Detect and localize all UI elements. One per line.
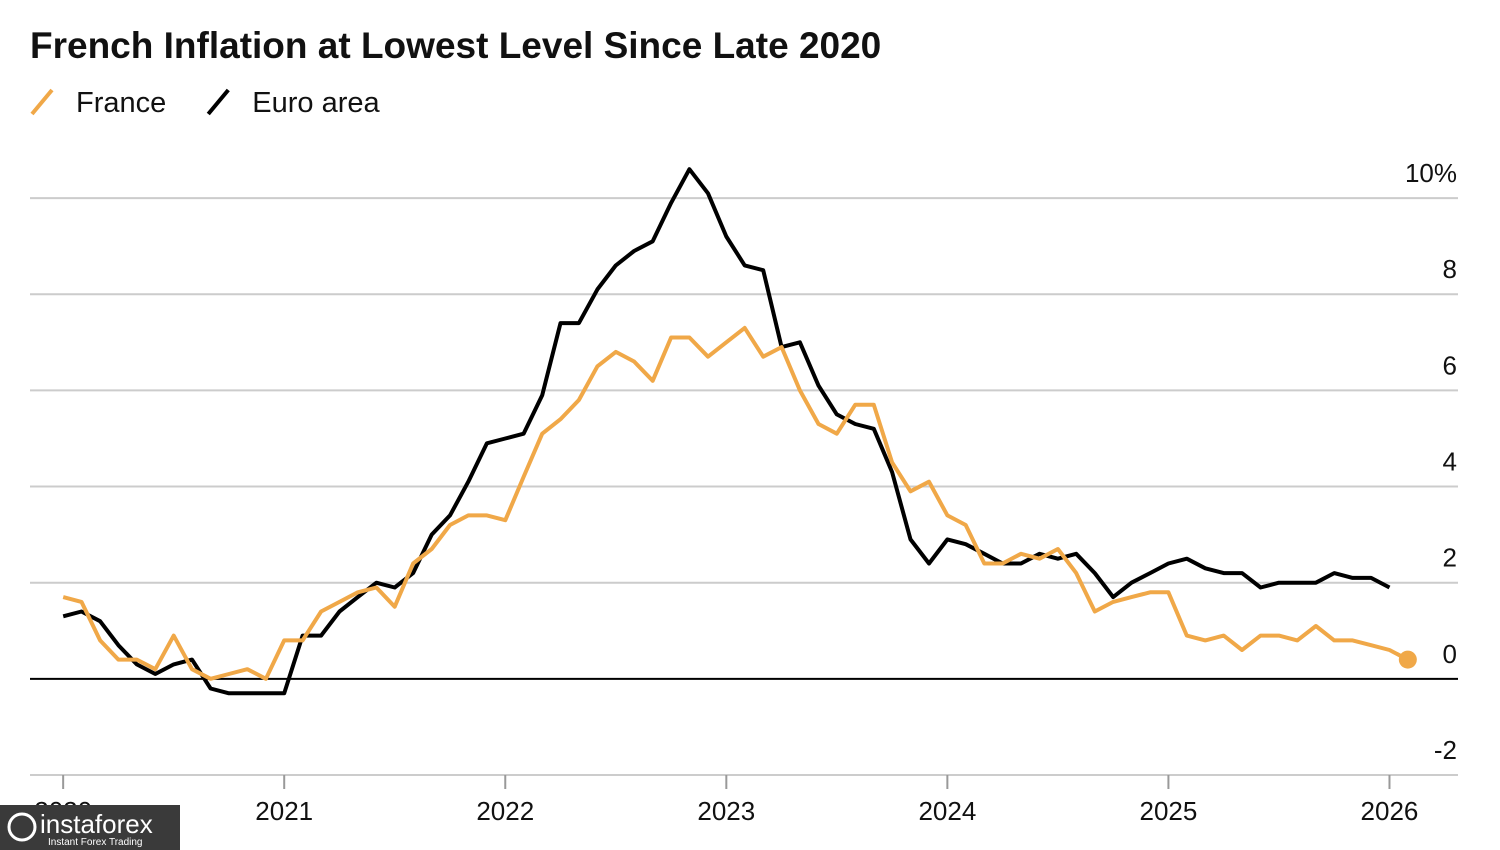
y-tick-label: 8	[1443, 254, 1457, 284]
legend-label: Euro area	[252, 87, 380, 119]
watermark-name: instaforex	[40, 809, 153, 839]
y-tick-label: 10%	[1405, 158, 1457, 188]
watermark-tagline: Instant Forex Trading	[48, 837, 143, 848]
watermark: instaforex Instant Forex Trading	[0, 805, 180, 850]
x-tick-label: 2025	[1139, 796, 1197, 826]
y-tick-label: -2	[1434, 735, 1457, 765]
legend-swatch	[30, 88, 54, 116]
legend-label: France	[76, 87, 166, 119]
y-tick-label: 4	[1443, 447, 1457, 477]
watermark-bg	[0, 805, 180, 850]
chart-title: French Inflation at Lowest Level Since L…	[30, 25, 881, 66]
x-tick-label: 2021	[255, 796, 313, 826]
series-line	[62, 167, 1391, 696]
legend-swatch	[206, 88, 230, 116]
end-dot	[1398, 650, 1417, 669]
x-tick-label: 2024	[918, 796, 976, 826]
watermark-icon	[7, 812, 37, 842]
x-tick-label: 2023	[697, 796, 755, 826]
x-tick-label: 2026	[1361, 796, 1419, 826]
series-line	[62, 325, 1409, 681]
y-tick-label: 0	[1443, 639, 1457, 669]
y-tick-label: 6	[1443, 350, 1457, 380]
y-tick-label: 2	[1443, 543, 1457, 573]
x-tick-label: 2022	[476, 796, 534, 826]
